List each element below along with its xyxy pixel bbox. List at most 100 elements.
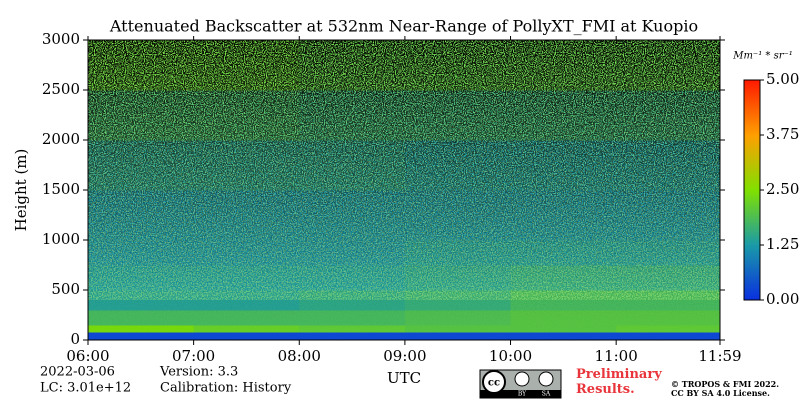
colorbar-step xyxy=(744,144,760,147)
colorbar-step xyxy=(744,194,760,197)
colorbar-step xyxy=(744,286,760,289)
colorbar-step xyxy=(744,132,760,135)
colorbar-step xyxy=(744,208,760,211)
colorbar-step xyxy=(744,118,760,121)
colorbar-step xyxy=(744,258,760,261)
colorbar-step xyxy=(744,218,760,221)
colorbar-tick-label: 3.75 xyxy=(766,125,799,143)
colorbar-step xyxy=(744,200,760,203)
x-tick-label: 07:00 xyxy=(172,347,215,365)
colorbar-step xyxy=(744,178,760,181)
colorbar-step xyxy=(744,230,760,233)
colorbar-step xyxy=(744,278,760,281)
colorbar-step xyxy=(744,170,760,173)
missing-data-texture xyxy=(88,40,720,340)
x-tick-label: 09:00 xyxy=(383,347,426,365)
colorbar-step xyxy=(744,88,760,91)
colorbar-step xyxy=(744,280,760,283)
colorbar-step xyxy=(744,98,760,101)
colorbar-step xyxy=(744,172,760,175)
colorbar-step xyxy=(744,140,760,143)
lc: LC: 3.01e+12 xyxy=(40,381,131,396)
colorbar-step xyxy=(744,206,760,209)
colorbar-step xyxy=(744,174,760,177)
colorbar-step xyxy=(744,210,760,213)
colorbar-step xyxy=(744,94,760,97)
colorbar-label: Mm⁻¹ * sr⁻¹ xyxy=(732,51,793,62)
colorbar-step xyxy=(744,108,760,111)
colorbar-step xyxy=(744,142,760,145)
colorbar-step xyxy=(744,232,760,235)
colorbar-step xyxy=(744,294,760,297)
preliminary-box: Preliminary Results. xyxy=(576,367,662,397)
chart-title: Attenuated Backscatter at 532nm Near-Ran… xyxy=(109,17,698,36)
colorbar-step xyxy=(744,176,760,179)
colorbar-step xyxy=(744,256,760,259)
colorbar-step xyxy=(744,156,760,159)
colorbar-step xyxy=(744,154,760,157)
colorbar-step xyxy=(744,152,760,155)
colorbar-step xyxy=(744,130,760,133)
preliminary: Preliminary Results. xyxy=(576,367,662,397)
y-tick-label: 500 xyxy=(51,280,80,298)
sa-text: SA xyxy=(542,391,551,398)
colorbar-step xyxy=(744,184,760,187)
colorbar-step xyxy=(744,226,760,229)
copyright: © TROPOS & FMI 2022. xyxy=(671,379,779,389)
colorbar-step xyxy=(744,128,760,131)
x-tick-label: 06:00 xyxy=(66,347,109,365)
colorbar-step xyxy=(744,138,760,141)
colorbar-step xyxy=(744,192,760,195)
colorbar-step xyxy=(744,266,760,269)
colorbar-step xyxy=(744,120,760,123)
colorbar-step xyxy=(744,220,760,223)
colorbar-step xyxy=(744,168,760,171)
colorbar-step xyxy=(744,224,760,227)
version: Version: 3.3 xyxy=(159,365,238,380)
colorbar-step xyxy=(744,228,760,231)
colorbar-step xyxy=(744,106,760,109)
colorbar-step xyxy=(744,158,760,161)
colorbar-step xyxy=(744,298,760,301)
colorbar-step xyxy=(744,162,760,165)
x-tick-label: 10:00 xyxy=(489,347,532,365)
colorbar-step xyxy=(744,116,760,119)
colorbar-step xyxy=(744,164,760,167)
colorbar-step xyxy=(744,260,760,263)
x-tick-label: 11:59 xyxy=(698,347,741,365)
colorbar-step xyxy=(744,274,760,277)
colorbar-step xyxy=(744,190,760,193)
colorbar-tick-label: 1.25 xyxy=(766,235,799,253)
colorbar-step xyxy=(744,234,760,237)
colorbar-step xyxy=(744,198,760,201)
colorbar-step xyxy=(744,186,760,189)
colorbar-step xyxy=(744,240,760,243)
colorbar-step xyxy=(744,272,760,275)
colorbar-step xyxy=(744,204,760,207)
x-axis-label: UTC xyxy=(387,369,421,387)
cc-icon xyxy=(482,370,506,394)
colorbar-step xyxy=(744,284,760,287)
colorbar-step xyxy=(744,250,760,253)
colorbar-step xyxy=(744,126,760,129)
colorbar-step xyxy=(744,166,760,169)
colorbar-step xyxy=(744,134,760,137)
colorbar-step xyxy=(744,92,760,95)
colorbar-step xyxy=(744,80,760,83)
y-tick-label: 1500 xyxy=(42,180,80,198)
colorbar-step xyxy=(744,136,760,139)
texture xyxy=(88,40,720,340)
colorbar-step xyxy=(744,150,760,153)
colorbar-step xyxy=(744,242,760,245)
colorbar-step xyxy=(744,114,760,117)
colorbar-step xyxy=(744,254,760,257)
colorbar-step xyxy=(744,244,760,247)
colorbar-step xyxy=(744,216,760,219)
colorbar-step xyxy=(744,100,760,103)
colorbar-step xyxy=(744,182,760,185)
colorbar-step xyxy=(744,122,760,125)
by-icon xyxy=(514,371,530,387)
colorbar-step xyxy=(744,214,760,217)
colorbar-step xyxy=(744,252,760,255)
